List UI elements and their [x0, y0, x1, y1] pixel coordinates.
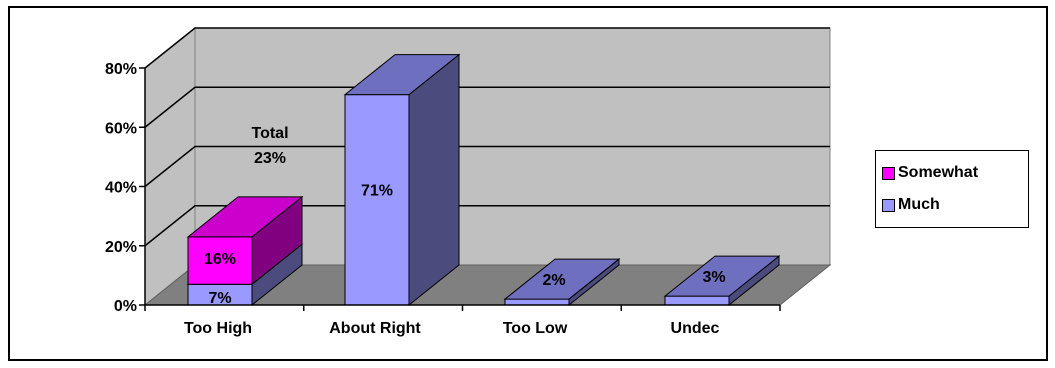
y-tick-label: 80% [105, 61, 137, 78]
bar-front [187, 236, 253, 285]
data-label: 71% [361, 182, 393, 199]
legend-label-somewhat: Somewhat [898, 164, 979, 181]
bar-somewhat-too-high: 16% [186, 195, 304, 286]
y-tick-label: 60% [105, 120, 137, 137]
gridline [144, 145, 830, 188]
gridline [144, 27, 830, 69]
legend-swatch-much [882, 198, 895, 212]
gridline [144, 86, 830, 128]
bar-top [343, 54, 461, 96]
bar-front [344, 94, 410, 306]
bar-side [408, 53, 460, 307]
y-axis-ticks: 0% 20% 40% 60% 80% [105, 61, 146, 315]
legend-item-somewhat: Somewhat [882, 163, 978, 183]
bar-top [503, 258, 621, 300]
legend-label-much: Much [898, 196, 940, 213]
bar-front [664, 295, 730, 306]
x-tick-label: Too Low [503, 320, 568, 337]
legend: Somewhat Much [875, 150, 1029, 228]
gridline [144, 205, 830, 247]
x-axis-ticks: Too High About Right Too Low Undec [144, 304, 781, 337]
data-label: 16% [204, 251, 236, 268]
data-label: 2% [542, 272, 565, 289]
x-tick-label: About Right [329, 320, 421, 337]
bar-top [186, 196, 304, 238]
annotation-total-label: Total [251, 125, 288, 142]
data-label: 3% [702, 269, 725, 286]
bar-much-about-right: 71% [343, 53, 461, 307]
y-tick-label: 0% [114, 298, 137, 315]
chart-gridlines [144, 27, 830, 247]
bar-front [504, 298, 570, 306]
legend-swatch-somewhat [882, 166, 895, 180]
annotation-total-value: 23% [254, 150, 286, 167]
bar-much-too-low: 2% [503, 258, 621, 307]
bars: 7% 16% 71% 2% 3% [186, 53, 781, 307]
bar-much-undec: 3% [663, 255, 781, 307]
data-label: 7% [208, 290, 231, 307]
bar-top [663, 255, 781, 297]
x-tick-label: Undec [671, 320, 720, 337]
legend-item-much: Much [882, 195, 940, 215]
y-tick-label: 20% [105, 239, 137, 256]
x-tick-label: Too High [184, 320, 252, 337]
y-tick-label: 40% [105, 180, 137, 197]
